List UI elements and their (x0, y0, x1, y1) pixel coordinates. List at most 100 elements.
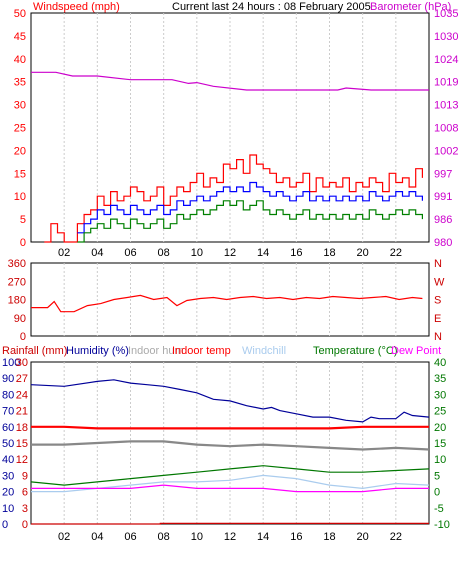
wind-tick-label: 5 (20, 214, 26, 226)
direction-tick-label: 360 (8, 258, 26, 270)
temperature-tick-label: 30 (434, 389, 446, 401)
barometer-tick-label: 1030 (434, 31, 458, 43)
humidity-tick-label: 70 (2, 406, 14, 418)
hour-tick-label: 14 (257, 531, 269, 543)
hour-tick-label: 02 (58, 531, 70, 543)
chart-title: Current last 24 hours : 08 February 2005 (172, 1, 371, 13)
compass-tick-label: E (434, 313, 441, 325)
wind-plot-frame (30, 12, 430, 243)
hour-tick-label: 14 (257, 247, 269, 259)
rain-tick-label: 3 (22, 503, 28, 515)
legend-windchill: Windchill (242, 345, 286, 357)
legend-indoor-temp: Indoor temp (172, 345, 231, 357)
series-indoor-hum (31, 440, 430, 451)
wind-tick-label: 20 (14, 145, 26, 157)
rain-tick-label: 15 (16, 438, 28, 450)
wind-axis-label: Windspeed (mph) (33, 1, 120, 13)
wind-tick-label: 15 (14, 168, 26, 180)
series-direction (31, 294, 423, 313)
temperature-tick-label: 15 (434, 438, 446, 450)
legend-indoor-humidity: Indoor hum (128, 345, 184, 357)
series-gust (77, 181, 423, 234)
hour-tick-label: 04 (91, 247, 103, 259)
rain-tick-label: 0 (22, 519, 28, 531)
temperature-tick-label: 20 (434, 422, 446, 434)
temperature-tick-label: 0 (434, 487, 440, 499)
hour-tick-label: 20 (357, 247, 369, 259)
wind-tick-label: 35 (14, 77, 26, 89)
hour-tick-label: 08 (158, 531, 170, 543)
rain-tick-label: 21 (16, 406, 28, 418)
humidity-tick-label: 40 (2, 454, 14, 466)
humidity-tick-label: 100 (2, 357, 20, 369)
temperature-tick-label: 5 (434, 470, 440, 482)
series-barometer-hpa- (31, 71, 429, 91)
compass-tick-label: W (434, 276, 445, 288)
temperature-tick-label: 35 (434, 373, 446, 385)
hour-tick-label: 12 (224, 247, 236, 259)
hour-tick-label: 10 (191, 531, 203, 543)
rain-tick-label: 27 (16, 373, 28, 385)
temperature-tick-label: 25 (434, 406, 446, 418)
wind-tick-label: 40 (14, 54, 26, 66)
legend-humidity: Humidity (%) (66, 345, 129, 357)
wind-tick-label: 50 (14, 8, 26, 20)
hour-tick-label: 10 (191, 247, 203, 259)
hour-tick-label: 06 (124, 247, 136, 259)
wind-tick-label: 0 (20, 237, 26, 249)
rain-tick-label: 6 (22, 487, 28, 499)
series-indoor-temp (31, 425, 429, 430)
legend-dew-point: Dew Point (391, 345, 441, 357)
temperature-tick-label: -5 (434, 503, 444, 515)
hour-tick-label: 16 (290, 531, 302, 543)
direction-tick-label: 270 (8, 276, 26, 288)
series-windspeed-mph- (44, 154, 423, 243)
series-dew-point (31, 484, 429, 493)
series-temperature-c- (30, 465, 430, 486)
humidity-tick-label: 80 (2, 389, 14, 401)
hour-tick-label: 20 (357, 531, 369, 543)
rain-tick-label: 9 (22, 470, 28, 482)
barometer-tick-label: 1013 (434, 100, 458, 112)
barometer-tick-label: 997 (434, 168, 452, 180)
barometer-tick-label: 986 (434, 214, 452, 226)
rain-tick-label: 18 (16, 422, 28, 434)
hour-tick-label: 16 (290, 247, 302, 259)
temperature-tick-label: -10 (434, 519, 450, 531)
barometer-tick-label: 1008 (434, 123, 458, 135)
barometer-tick-label: 1024 (434, 54, 458, 66)
legend-temperature: Temperature (°C) (313, 345, 397, 357)
humidity-tick-label: 30 (2, 470, 14, 482)
hour-tick-label: 08 (158, 247, 170, 259)
series-average (77, 200, 423, 243)
barometer-tick-label: 1002 (434, 145, 458, 157)
direction-tick-label: 180 (8, 295, 26, 307)
hour-tick-label: 18 (323, 531, 335, 543)
series-humidity- (30, 379, 430, 423)
barometer-tick-label: 991 (434, 191, 452, 203)
humidity-tick-label: 50 (2, 438, 14, 450)
hour-tick-label: 18 (323, 247, 335, 259)
rain-tick-label: 24 (16, 389, 28, 401)
hour-tick-label: 22 (390, 247, 402, 259)
humidity-tick-label: 0 (2, 519, 8, 531)
humidity-tick-label: 20 (2, 487, 14, 499)
direction-tick-label: 90 (14, 313, 26, 325)
wind-tick-label: 45 (14, 31, 26, 43)
rain-tick-label: 12 (16, 454, 28, 466)
hour-tick-label: 22 (390, 531, 402, 543)
hour-tick-label: 02 (58, 247, 70, 259)
temperature-tick-label: 40 (434, 357, 446, 369)
compass-tick-label: N (434, 258, 442, 270)
barometer-tick-label: 980 (434, 237, 452, 249)
wind-tick-label: 30 (14, 100, 26, 112)
barometer-axis-label: Barometer (hPa) (370, 1, 451, 13)
series-rainfall-mm- (31, 522, 429, 525)
barometer-tick-label: 1035 (434, 8, 458, 20)
hour-tick-label: 12 (224, 531, 236, 543)
